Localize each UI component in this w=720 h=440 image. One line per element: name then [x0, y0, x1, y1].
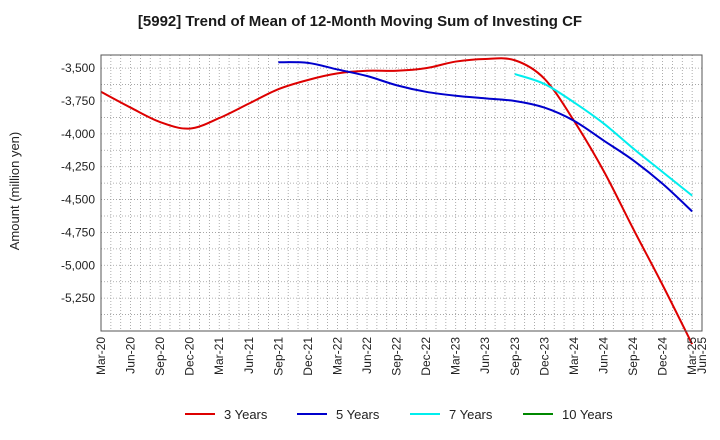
y-tick-label: -4,250 — [61, 160, 95, 174]
x-tick-label: Dec-22 — [419, 337, 433, 376]
y-tick-label: -3,500 — [61, 61, 95, 75]
y-tick-label: -4,500 — [61, 193, 95, 207]
y-tick-label: -4,750 — [61, 225, 95, 239]
series-line-5-years — [278, 61, 693, 213]
y-tick-label: -4,000 — [61, 127, 95, 141]
legend-label-3-years: 3 Years — [224, 407, 268, 422]
y-tick-label: -5,250 — [61, 291, 95, 305]
x-tick-label: Dec-24 — [656, 337, 670, 376]
legend: 3 Years 5 Years 7 Years 10 Years — [185, 407, 613, 422]
x-tick-label: Sep-21 — [271, 337, 285, 376]
grid-layer — [101, 55, 702, 331]
legend-label-10-years: 10 Years — [562, 407, 613, 422]
x-tick-label: Mar-23 — [449, 337, 463, 375]
x-tick-label: Jun-25 — [695, 337, 709, 374]
x-tick-label: Sep-20 — [153, 337, 167, 376]
x-tick-label: Jun-20 — [124, 337, 138, 374]
x-tick-label: Dec-21 — [301, 337, 315, 376]
x-tick-label: Dec-20 — [183, 337, 197, 376]
y-tick-label: -3,750 — [61, 94, 95, 108]
x-tick-label: Sep-24 — [626, 337, 640, 376]
x-tick-label: Mar-20 — [94, 337, 108, 375]
x-tick-label: Jun-23 — [478, 337, 492, 374]
x-tick-label: Jun-21 — [242, 337, 256, 374]
x-tick-label: Dec-23 — [537, 337, 551, 376]
x-tick-label: Sep-23 — [508, 337, 522, 376]
x-tick-label: Sep-22 — [390, 337, 404, 376]
x-tick-label: Mar-22 — [330, 337, 344, 375]
series-line-7-years — [514, 73, 693, 197]
y-axis-ticks: -3,500 -3,750 -4,000 -4,250 -4,500 -4,750 -5,0… — [61, 61, 95, 305]
series-line-3-years — [100, 57, 694, 345]
y-tick-label: -5,000 — [61, 258, 95, 272]
legend-label-5-years: 5 Years — [336, 407, 380, 422]
chart-title: [5992] Trend of Mean of 12-Month Moving … — [137, 13, 583, 30]
x-tick-label: Jun-24 — [596, 337, 610, 374]
x-tick-label: Mar-25 — [685, 337, 699, 375]
legend-label-7-years: 7 Years — [449, 407, 493, 422]
x-tick-label: Mar-21 — [212, 337, 226, 375]
series-layer — [100, 57, 694, 345]
x-tick-label: Jun-22 — [360, 337, 374, 374]
x-axis-ticks: Mar-20 Jun-20 Sep-20 Dec-20 Mar-21 Jun-21 Sep-… — [94, 337, 709, 376]
y-axis-label: Amount (million yen) — [7, 132, 22, 251]
x-tick-label: Mar-24 — [567, 337, 581, 375]
plot-area-frame — [100, 54, 703, 332]
